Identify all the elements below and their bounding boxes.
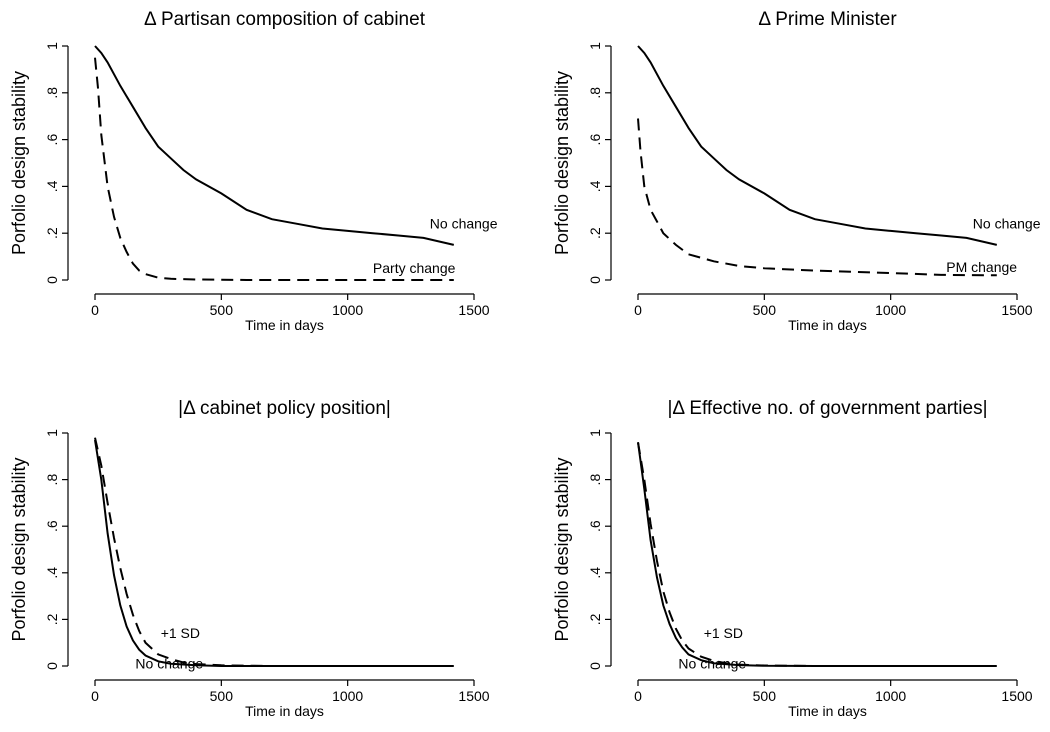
x-tick-label: 0 [634, 688, 642, 704]
series-label: No change [678, 655, 746, 671]
y-tick-label: 1 [44, 42, 60, 50]
y-axis-label: Porfolio design stability [552, 71, 572, 255]
x-tick-label: 1500 [1001, 302, 1032, 318]
x-tick-label: 0 [91, 302, 99, 318]
y-tick-label: .2 [44, 227, 60, 239]
x-tick-label: 0 [634, 302, 642, 318]
y-axis-label: Porfolio design stability [552, 457, 572, 641]
panel-4: |Δ Effective no. of government parties| P… [552, 398, 1033, 719]
x-tick-label: 500 [753, 302, 777, 318]
x-tick-label: 500 [753, 688, 777, 704]
y-tick-label: .2 [587, 613, 603, 625]
x-tick-label: 0 [91, 688, 99, 704]
y-tick-label: .2 [44, 613, 60, 625]
series-line-solid [94, 439, 454, 667]
series-line-solid [94, 45, 455, 246]
series-line-solid [637, 442, 997, 667]
x-axis-label: Time in days [245, 703, 324, 719]
panel-title: Δ Partisan composition of cabinet [144, 9, 426, 30]
series-label: +1 SD [704, 625, 743, 641]
y-tick-label: .8 [44, 474, 60, 486]
y-tick-label: .6 [44, 520, 60, 532]
y-tick-label: .8 [44, 87, 60, 99]
y-tick-label: 0 [44, 276, 60, 284]
y-tick-label: .6 [587, 134, 603, 146]
y-tick-label: 1 [44, 429, 60, 437]
x-axis-label: Time in days [788, 317, 867, 333]
panel-title: |Δ Effective no. of government parties| [667, 398, 987, 419]
y-tick-label: .8 [587, 474, 603, 486]
y-tick-label: .4 [587, 180, 603, 192]
panel-2: Δ Prime Minister Porfolio design stabilit… [552, 9, 1041, 333]
x-tick-label: 1000 [875, 302, 906, 318]
x-tick-label: 500 [210, 688, 234, 704]
series-line-dashed [637, 118, 997, 277]
x-tick-label: 1000 [332, 688, 363, 704]
x-axis-label: Time in days [788, 703, 867, 719]
panel-title: Δ Prime Minister [758, 9, 897, 30]
y-tick-label: .6 [44, 134, 60, 146]
y-tick-label: 1 [587, 42, 603, 50]
series-line-dashed [94, 57, 454, 281]
x-axis-label: Time in days [245, 317, 324, 333]
y-tick-label: .2 [587, 227, 603, 239]
y-tick-label: 0 [587, 662, 603, 670]
panel-title: |Δ cabinet policy position| [178, 398, 391, 419]
x-tick-label: 1000 [875, 688, 906, 704]
series-label: No change [135, 655, 203, 671]
y-axis-label: Porfolio design stability [9, 457, 29, 641]
series-line-solid [637, 45, 998, 246]
series-line-dashed [94, 437, 454, 667]
series-line-dashed [637, 442, 997, 667]
series-label: PM change [946, 259, 1017, 275]
y-tick-label: .8 [587, 87, 603, 99]
series-label: No change [973, 216, 1041, 232]
series-label: Party change [373, 260, 456, 276]
y-tick-label: 1 [587, 429, 603, 437]
x-tick-label: 1500 [458, 688, 489, 704]
y-axis-label: Porfolio design stability [9, 71, 29, 255]
series-label: +1 SD [161, 625, 200, 641]
y-tick-label: .4 [44, 180, 60, 192]
y-tick-label: .6 [587, 520, 603, 532]
series-label: No change [430, 216, 498, 232]
y-tick-label: 0 [587, 276, 603, 284]
x-tick-label: 500 [210, 302, 234, 318]
y-tick-label: 0 [44, 662, 60, 670]
y-tick-label: .4 [44, 567, 60, 579]
x-tick-label: 1000 [332, 302, 363, 318]
panel-3: |Δ cabinet policy position| Porfolio desi… [9, 398, 490, 719]
x-tick-label: 1500 [1001, 688, 1032, 704]
y-tick-label: .4 [587, 567, 603, 579]
panel-1: Δ Partisan composition of cabinet Porfoli… [9, 9, 498, 333]
x-tick-label: 1500 [458, 302, 489, 318]
